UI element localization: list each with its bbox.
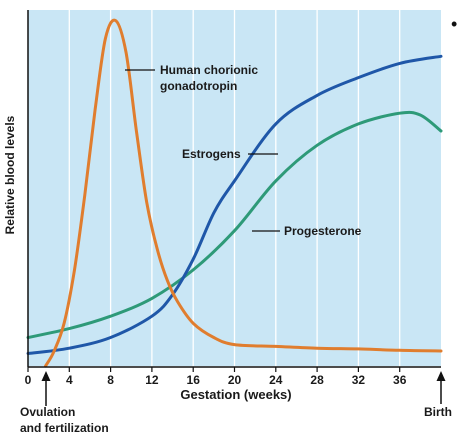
- x-tick-label-20: 20: [228, 373, 242, 387]
- x-tick-label-16: 16: [187, 373, 201, 387]
- ovulation-label-line-1: Ovulation: [20, 405, 75, 419]
- series-line-human-chorionic-gonadotropin: [44, 18, 443, 368]
- hcg-label-line-2: gonadotropin: [160, 79, 237, 93]
- x-tick-label-4: 4: [66, 373, 73, 387]
- x-axis-title: Gestation (weeks): [180, 387, 291, 402]
- x-tick-label-12: 12: [145, 373, 159, 387]
- series-line-progesterone: [26, 110, 443, 339]
- hcg-label-line-1: Human chorionic: [160, 63, 258, 77]
- x-tick-label-36: 36: [393, 373, 407, 387]
- x-ticks: 0 4 8 12 16 20 24 28 32 36: [25, 367, 407, 387]
- y-axis-title: Relative blood levels: [3, 115, 17, 234]
- hcg-label: Human chorionic gonadotropin: [160, 63, 261, 93]
- ovulation-label: Ovulation and fertilization: [20, 405, 109, 435]
- annotation-leaders: [125, 69, 280, 232]
- birth-label: Birth: [424, 405, 452, 419]
- ovulation-label-line-2: and fertilization: [20, 421, 109, 435]
- series-lines: [26, 18, 443, 368]
- x-tick-label-28: 28: [310, 373, 324, 387]
- x-tick-label-0: 0: [25, 373, 32, 387]
- progesterone-label: Progesterone: [284, 224, 362, 238]
- ovulation-arrow-head: [41, 371, 51, 381]
- x-tick-label-24: 24: [269, 373, 283, 387]
- bullet-point: •: [451, 14, 458, 34]
- birth-arrow-head: [436, 371, 446, 381]
- series-line-estrogens: [26, 54, 443, 355]
- estrogens-label: Estrogens: [182, 147, 241, 161]
- event-ovulation: Ovulation and fertilization: [20, 371, 109, 435]
- x-tick-label-32: 32: [352, 373, 366, 387]
- event-birth: Birth: [424, 371, 452, 419]
- x-tick-label-8: 8: [107, 373, 114, 387]
